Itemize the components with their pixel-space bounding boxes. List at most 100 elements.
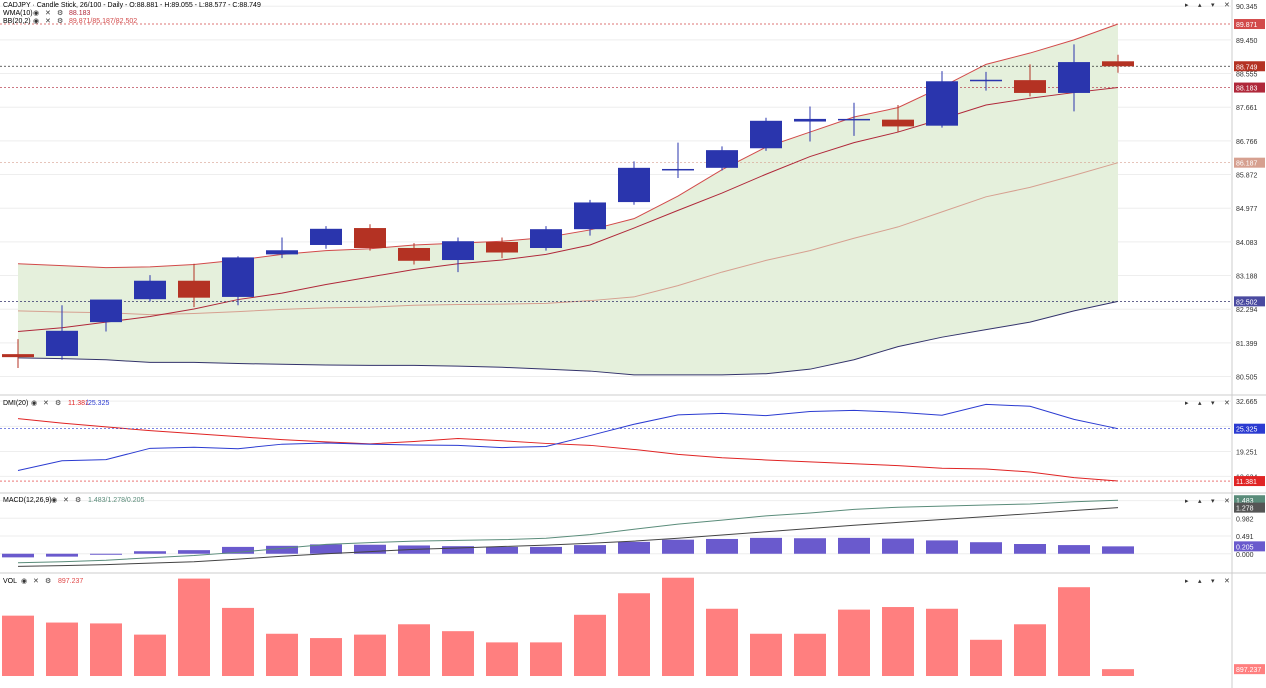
macd-histogram-bar	[838, 537, 870, 554]
candle-body	[222, 257, 254, 297]
wma-badge-text: 88.183	[1236, 86, 1258, 93]
volume-badge-text: 897.237	[1236, 667, 1261, 674]
close-icon[interactable]: ✕	[1224, 1, 1230, 9]
bb-middle-line	[17, 162, 1119, 316]
macd-histogram-bar	[574, 545, 606, 554]
gear-icon[interactable]: ⚙	[57, 17, 63, 25]
candle-body	[1014, 80, 1046, 93]
histogram-badge	[1234, 541, 1265, 552]
arrow-down-icon[interactable]: ▾	[1211, 1, 1215, 9]
macd-histogram-bar	[618, 541, 650, 554]
candle-body	[134, 280, 166, 300]
volume-bar	[310, 638, 342, 676]
signal-badge	[1234, 502, 1265, 513]
macd-tick-label: 0.982	[1236, 516, 1254, 523]
close-icon[interactable]: ✕	[33, 577, 39, 585]
close-icon[interactable]: ✕	[45, 17, 51, 25]
candle-body	[398, 247, 430, 261]
macd-badge-text: 1.483	[1236, 498, 1254, 505]
volume-bar	[1058, 587, 1090, 676]
macd-line	[17, 499, 1119, 564]
gear-icon[interactable]: ⚙	[75, 496, 81, 504]
close-icon[interactable]: ✕	[45, 9, 51, 17]
macd-histogram-bar	[882, 538, 914, 554]
gear-icon[interactable]: ⚙	[55, 399, 61, 407]
candle-body	[2, 354, 34, 358]
candle-body	[706, 150, 738, 168]
expand-icon[interactable]: ▸	[1185, 1, 1189, 9]
macd-histogram-bar	[970, 542, 1002, 554]
bb-values: 89.871/85.187/82.502	[69, 18, 137, 25]
candle-body	[266, 250, 298, 255]
close-icon[interactable]: ✕	[1224, 577, 1230, 585]
candle-body	[530, 229, 562, 248]
volume-bar	[90, 623, 122, 676]
macd-histogram-bar	[354, 544, 386, 554]
volume-chart	[2, 577, 1134, 676]
candle-body	[750, 120, 782, 149]
close-icon[interactable]: ✕	[43, 399, 49, 407]
bb-upper-badge-text: 89.871	[1236, 22, 1258, 29]
arrow-up-icon[interactable]: ▴	[1198, 1, 1202, 9]
eye-icon[interactable]: ◉	[51, 496, 57, 504]
arrow-down-icon[interactable]: ▾	[1211, 399, 1215, 407]
y-tick-label: 84.977	[1236, 206, 1258, 213]
candle-body	[486, 241, 518, 253]
bb-lower-line	[17, 300, 1119, 376]
dmi-minus-line	[17, 418, 1119, 482]
volume-bar	[838, 609, 870, 676]
close-icon[interactable]: ✕	[1224, 497, 1230, 505]
gear-icon[interactable]: ⚙	[57, 9, 63, 17]
histogram-badge-text: 0.205	[1236, 544, 1254, 551]
volume-bar	[574, 614, 606, 676]
expand-icon[interactable]: ▸	[1185, 577, 1189, 585]
volume-bar	[1102, 669, 1134, 676]
macd-histogram-bar	[530, 546, 562, 554]
gear-icon[interactable]: ⚙	[45, 577, 51, 585]
macd-histogram-bar	[706, 538, 738, 554]
wma-badge	[1234, 82, 1265, 93]
candle-body	[574, 202, 606, 230]
macd-label: MACD(12,26,9)	[3, 497, 52, 504]
arrow-down-icon[interactable]: ▾	[1211, 497, 1215, 505]
dmi-tick-label: 19.251	[1236, 450, 1258, 457]
arrow-up-icon[interactable]: ▴	[1198, 399, 1202, 407]
macd-tick-label: 0.000	[1236, 552, 1254, 559]
dmi-plus-badge-text: 25.325	[1236, 427, 1258, 434]
macd-histogram-bar	[1058, 545, 1090, 554]
dmi-tick-label: 32.665	[1236, 399, 1258, 406]
dmi-plus-value: /25.325	[86, 400, 109, 407]
eye-icon[interactable]: ◉	[33, 9, 39, 17]
close-icon[interactable]: ✕	[63, 496, 69, 504]
y-tick-label: 86.766	[1236, 139, 1258, 146]
price-chart	[0, 23, 1232, 376]
candle-body	[662, 168, 694, 171]
y-tick-label: 90.345	[1236, 4, 1258, 11]
eye-icon[interactable]: ◉	[21, 577, 27, 585]
signal-line	[17, 507, 1119, 567]
macd-values: 1.483/1.278/0.205	[88, 497, 145, 504]
volume-bar	[134, 634, 166, 676]
y-tick-label: 84.083	[1236, 240, 1258, 247]
dmi-plus-badge	[1234, 423, 1265, 434]
candle-body	[882, 119, 914, 127]
volume-bar	[222, 607, 254, 676]
candle-body	[442, 241, 474, 261]
close-icon[interactable]: ✕	[1224, 399, 1230, 407]
wma-value: 88.183	[69, 10, 91, 17]
expand-icon[interactable]: ▸	[1185, 399, 1189, 407]
eye-icon[interactable]: ◉	[33, 17, 39, 25]
candle-body	[618, 167, 650, 203]
arrow-down-icon[interactable]: ▾	[1211, 577, 1215, 585]
macd-histogram-bar	[90, 553, 122, 555]
eye-icon[interactable]: ◉	[31, 399, 37, 407]
macd-histogram-bar	[486, 546, 518, 554]
arrow-up-icon[interactable]: ▴	[1198, 577, 1202, 585]
volume-bar	[530, 642, 562, 676]
bb-middle-badge-text: 86.187	[1236, 161, 1258, 168]
expand-icon[interactable]: ▸	[1185, 497, 1189, 505]
volume-bar	[486, 642, 518, 676]
volume-bar	[2, 615, 34, 676]
arrow-up-icon[interactable]: ▴	[1198, 497, 1202, 505]
wma-label: WMA(10)	[3, 10, 33, 17]
